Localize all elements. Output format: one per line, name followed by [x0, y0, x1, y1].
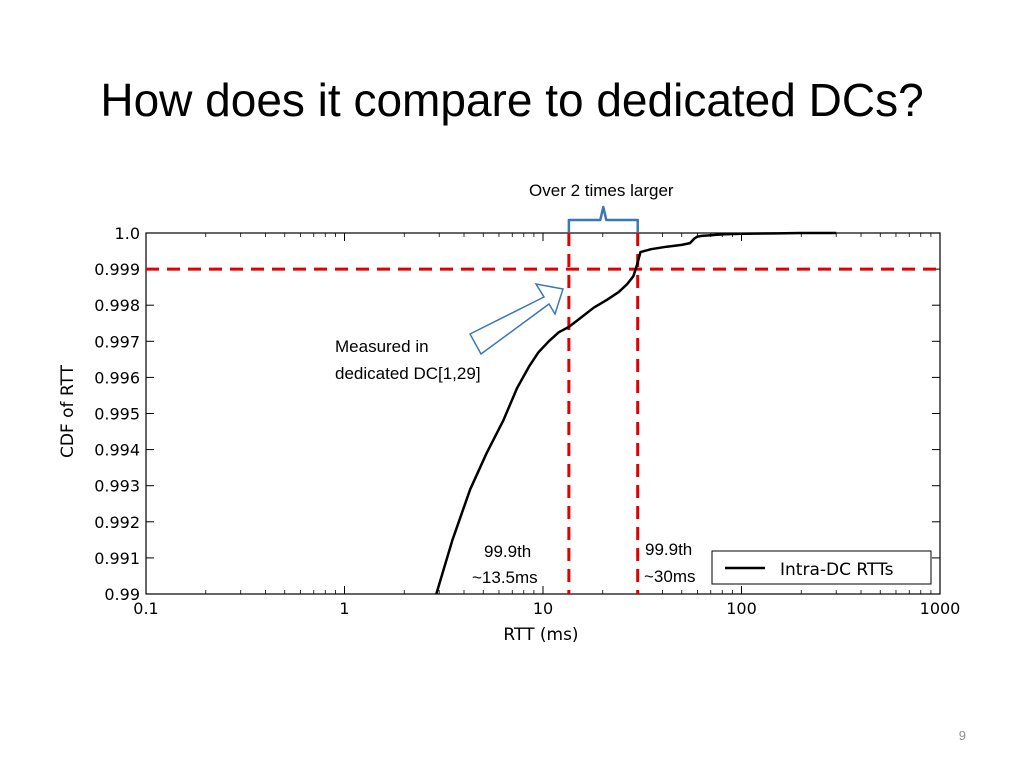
y-tick-label: 0.997	[94, 332, 140, 351]
left-line-label-line2: ~13.5ms	[472, 568, 538, 587]
slide-title: How does it compare to dedicated DCs?	[100, 74, 924, 126]
right-line-label-line1: 99.9th	[645, 540, 692, 559]
right-line-label-line2: ~30ms	[644, 567, 696, 586]
series-line-intra-dc-rtts	[435, 231, 837, 595]
y-tick-label: 0.995	[94, 405, 140, 424]
left-line-label-line1: 99.9th	[484, 542, 531, 561]
arrow-label-line2: dedicated DC[1,29]	[335, 364, 481, 383]
x-tick-label: 100	[726, 599, 757, 618]
x-tick-label: 10	[533, 599, 553, 618]
y-axis-label: CDF of RTT	[58, 364, 78, 458]
y-tick-label: 0.993	[94, 477, 140, 496]
x-tick-label: 0.1	[133, 599, 158, 618]
y-tick-label: 0.998	[94, 296, 140, 315]
bracket	[567, 205, 639, 232]
y-tick-label: 1.0	[115, 224, 140, 243]
y-tick-label: 0.991	[94, 549, 140, 568]
x-tick-label: 1	[339, 599, 349, 618]
legend-label-intra-dc-rtts: Intra-DC RTTs	[780, 560, 894, 580]
y-tick-label: 0.999	[94, 260, 140, 279]
y-tick-label: 0.994	[94, 441, 140, 460]
arrow-label-line1: Measured in	[335, 337, 429, 356]
arrow-shape	[468, 282, 564, 356]
y-tick-label: 0.992	[94, 513, 140, 532]
x-axis-label: RTT (ms)	[503, 625, 578, 645]
bracket-label: Over 2 times larger	[529, 181, 674, 200]
y-tick-label: 0.99	[104, 585, 140, 604]
page-number: 9	[958, 728, 966, 743]
y-tick-label: 0.996	[94, 368, 140, 387]
x-tick-label: 1000	[920, 599, 961, 618]
